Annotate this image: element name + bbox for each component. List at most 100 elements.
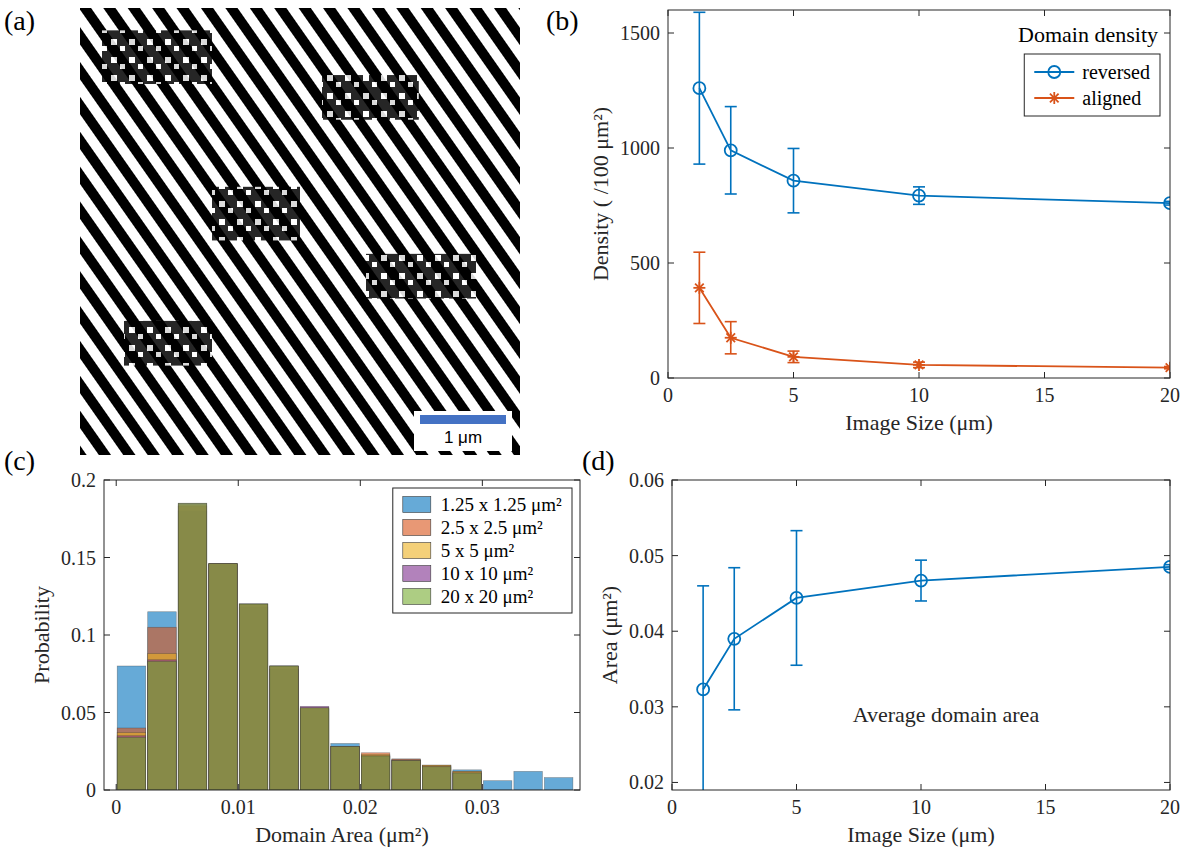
legend-marker [1048,92,1060,104]
hist-bar [270,666,299,790]
marker [913,190,925,202]
x-tick [1044,372,1045,378]
error-cap [913,186,925,188]
x-tick-label: 0.01 [221,796,256,818]
hist-series [117,503,481,790]
error-cap [913,204,925,206]
x-tick-label: 5 [792,796,802,818]
y-tick [1164,782,1170,783]
x-tick-label: 0 [667,796,677,818]
marker-stroke [1050,94,1059,103]
hist-bar [300,708,329,790]
y-tick [1164,148,1170,149]
hist-bar [331,744,360,791]
hist-bar [392,761,421,790]
hist-bar [270,666,299,790]
error-bar [725,322,737,354]
hist-bar [361,756,390,790]
y-tick [1164,555,1170,556]
error-cap [728,709,740,711]
marker [1164,561,1170,573]
y-tick-label: 0.15 [61,547,96,569]
error-bar [788,148,800,212]
y-tick-label: 500 [630,252,660,274]
marker-stroke [1166,363,1170,372]
hist-bar [453,771,482,790]
marker [915,575,927,587]
annotation: Average domain area [853,702,1040,727]
legend: 1.25 x 1.25 μm²2.5 x 2.5 μm²5 x 5 μm²10 … [403,494,562,607]
marker-stroke [789,353,798,362]
panel-label: (b) [546,5,579,36]
legend-label: 2.5 x 2.5 μm² [441,517,543,538]
x-tick-label: 0 [663,384,673,406]
hist-bar [392,761,421,790]
y-tick [104,712,110,713]
panel-label: (a) [4,5,35,36]
hist-bar [148,654,177,790]
plot-marks [117,503,573,790]
error-bar [693,12,705,164]
legend-label: 10 x 10 μm² [441,563,534,584]
y-tick-label: 0.05 [629,545,664,567]
axes: 05101520050010001500Image Size (μm)Densi… [588,10,1180,435]
hist-bar [239,604,268,790]
hist-bar [239,604,268,790]
hist-bar [117,733,146,790]
x-tick-label: 10 [909,384,929,406]
hist-bar [209,564,238,790]
legend-box [1024,54,1160,116]
error-stem [733,568,735,710]
hist-bar [422,765,451,790]
x-tick-label: 5 [789,384,799,406]
hist-series [117,505,481,790]
marker-stroke [726,333,735,342]
error-cap [725,353,737,355]
plot-bg [668,10,1170,378]
hist-series [117,506,481,790]
marker-stroke [789,353,798,362]
hist-series [117,503,481,790]
x-axis-title: Domain Area (μm²) [255,822,429,847]
marker-stroke [1166,363,1170,372]
x-tick [482,784,483,790]
error-stem [702,586,704,790]
hist-bar [300,708,329,790]
hist-bar [148,612,177,790]
error-cap [725,321,737,323]
x-tick [116,784,117,790]
marker [728,633,740,645]
x-tick [919,372,920,378]
hist-bar [361,756,390,790]
error-stem [796,531,798,666]
hist-bar [209,564,238,790]
x-tick [482,480,483,486]
hist-bar [239,604,268,790]
hist-bar [422,765,451,790]
y-tick [574,712,580,713]
scale-bar [420,415,506,424]
error-bar [697,586,709,790]
plot-frame [672,480,1170,790]
plot-frame [104,480,580,790]
legend-swatch [403,543,431,559]
marker [791,592,803,604]
legend-marker [1048,66,1060,78]
hist-bar [209,564,238,790]
error-stem [730,107,732,194]
legend-swatch [403,566,431,582]
x-tick [793,10,794,16]
hist-bar [270,666,299,790]
y-tick [1164,706,1170,707]
hist-bar [117,737,146,790]
y-tick-label: 0.1 [71,624,96,646]
hist-bar [331,747,360,790]
marker-stroke [726,333,735,342]
y-tick-label: 0.2 [71,469,96,491]
error-bar [725,107,737,194]
y-tick [672,555,678,556]
hist-bar [117,728,146,790]
y-tick [672,782,678,783]
hist-bar [331,747,360,790]
error-bar [915,560,927,601]
